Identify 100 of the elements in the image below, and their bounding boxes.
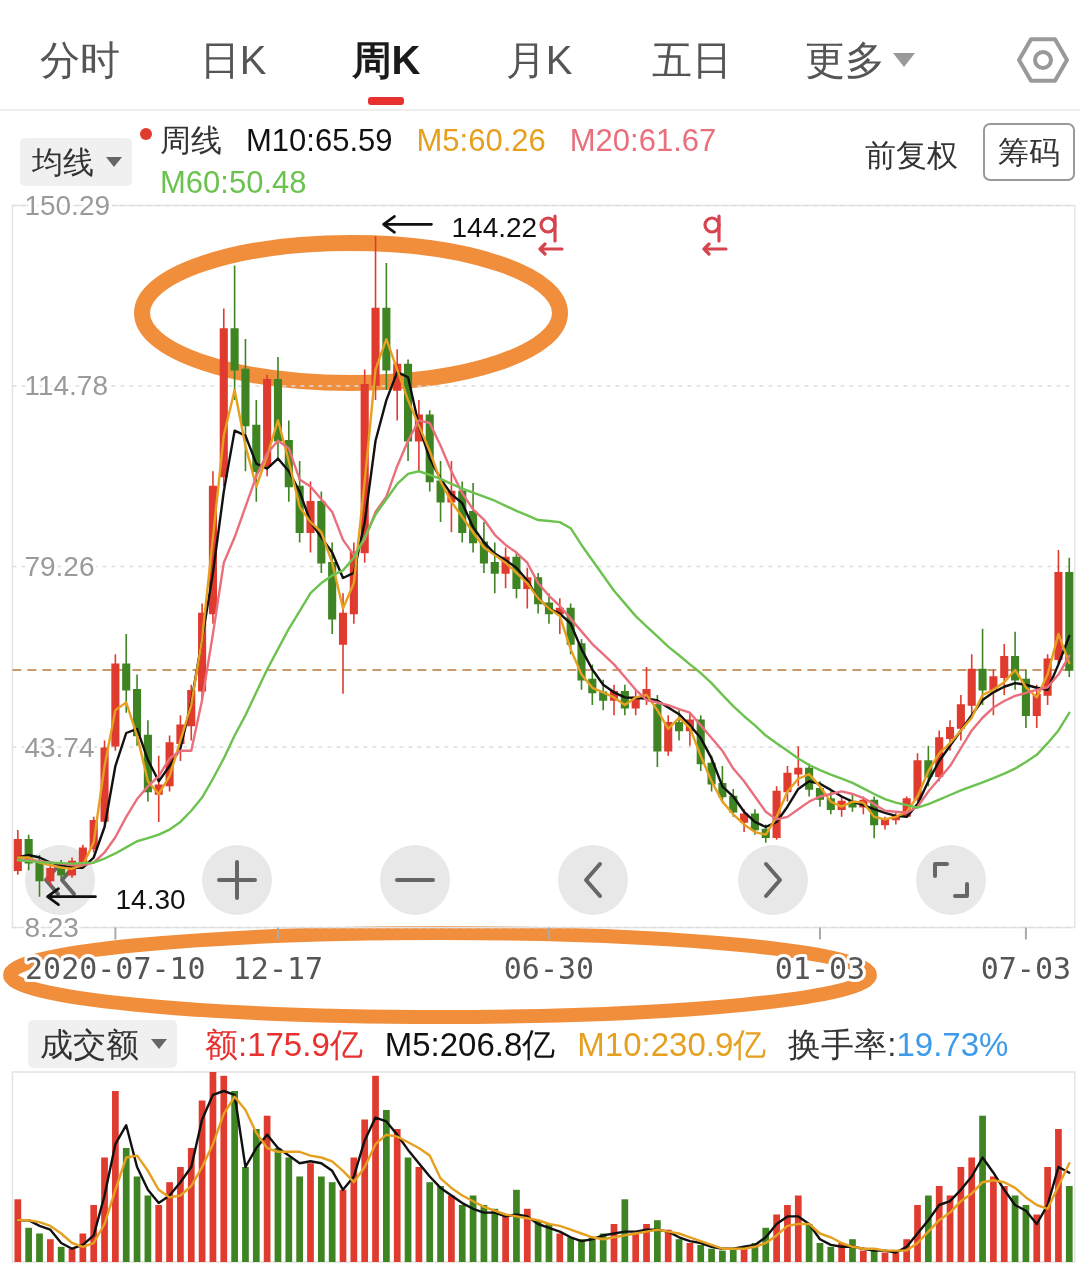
candlestick: [783, 765, 792, 803]
candlestick: [1000, 643, 1009, 696]
bar: [252, 1129, 260, 1262]
bar: [166, 1182, 173, 1262]
bar: [968, 1157, 976, 1262]
text: 均线: [31, 144, 94, 180]
bar: [25, 1227, 33, 1262]
bar: [448, 1195, 455, 1262]
bar: [979, 1115, 986, 1262]
y-tick-label: 79.26: [24, 551, 95, 582]
bar: [502, 1214, 509, 1262]
y-tick-label: 150.29: [24, 190, 111, 221]
chart-title: 成交额: [40, 1025, 139, 1063]
bar: [664, 1229, 672, 1262]
bar: [383, 1110, 390, 1262]
x-tick-label: 06-30: [503, 950, 595, 986]
text: 月K: [505, 38, 573, 82]
bar: [556, 1233, 564, 1262]
bar: [719, 1250, 726, 1262]
bar: [632, 1233, 640, 1262]
bar: [643, 1224, 650, 1262]
text: 额:175.9亿: [205, 1025, 363, 1063]
bar: [296, 1176, 304, 1262]
candlestick: [230, 264, 239, 401]
candlestick: [241, 338, 250, 473]
bar: [870, 1250, 878, 1262]
candlestick: [111, 653, 120, 752]
bar: [925, 1195, 932, 1262]
bar: [491, 1208, 499, 1262]
bar: [675, 1239, 683, 1262]
candlestick: [653, 694, 662, 768]
bar: [708, 1248, 715, 1262]
candlestick: [122, 633, 131, 714]
bar: [177, 1167, 184, 1262]
bar: [1065, 1186, 1073, 1262]
bar: [155, 1205, 163, 1262]
bar: [361, 1119, 369, 1262]
bar: [567, 1237, 575, 1262]
legend-title: 周线: [160, 122, 222, 158]
text: 周K: [350, 38, 421, 82]
bar: [458, 1205, 466, 1262]
bar: [14, 1199, 22, 1262]
bar: [1044, 1167, 1051, 1262]
candlestick: [1032, 683, 1041, 729]
y-tick-label: 43.74: [24, 731, 95, 763]
bar: [328, 1182, 336, 1262]
text: M10:230.9亿: [577, 1025, 767, 1063]
bar: [112, 1091, 119, 1262]
text: 筹码: [998, 134, 1060, 170]
bar: [990, 1176, 997, 1262]
candlestick: [252, 399, 261, 503]
candlestick: [490, 541, 499, 595]
bar: [372, 1075, 379, 1262]
bar: [935, 1186, 943, 1262]
candlestick: [675, 709, 684, 742]
bar: [523, 1208, 531, 1262]
text: 五日: [652, 38, 732, 82]
bar: [1033, 1214, 1041, 1262]
annotation: 14.30: [115, 884, 186, 916]
candlestick: [371, 235, 380, 401]
candlestick: [945, 719, 955, 752]
candlestick: [57, 859, 66, 880]
candlestick: [794, 745, 803, 788]
annotation: 144.22: [451, 211, 538, 243]
legend: 周线 M10:65.59 M5:60.26 M20:61.67 M60:50.48: [140, 122, 717, 200]
bar: [621, 1199, 629, 1262]
bar: [859, 1250, 867, 1262]
bar: [393, 1129, 401, 1262]
bar: [1000, 1186, 1008, 1262]
y-tick-label: 8.23: [24, 912, 79, 943]
bar: [827, 1246, 835, 1262]
candlestick: [382, 262, 391, 391]
bar: [285, 1157, 293, 1262]
bar: [697, 1244, 705, 1262]
bar: [513, 1189, 520, 1262]
candlestick: [338, 592, 348, 695]
bar: [794, 1195, 802, 1262]
text: 换手率:19.73%: [788, 1025, 1009, 1063]
candlestick: [956, 694, 965, 742]
bar: [307, 1163, 314, 1262]
bar: [36, 1233, 43, 1262]
bar: [1055, 1129, 1062, 1262]
candlestick: [35, 854, 44, 898]
bar: [220, 1075, 228, 1262]
bar: [350, 1157, 358, 1262]
x-tick-label: 12-17: [232, 950, 324, 986]
candlestick: [978, 628, 987, 706]
bar: [317, 1176, 325, 1262]
text: 分时: [40, 38, 120, 82]
bar: [654, 1220, 661, 1262]
bar: [426, 1182, 434, 1262]
bar: [57, 1246, 65, 1262]
y-tick-label: 114.78: [24, 370, 108, 402]
candlestick: [13, 829, 22, 876]
candlestick: [1065, 556, 1074, 678]
text: 前复权: [865, 137, 958, 173]
bar: [437, 1186, 444, 1262]
bar: [729, 1248, 737, 1262]
series-label: M5:206.8亿: [384, 1025, 556, 1063]
text: 日K: [199, 38, 267, 82]
